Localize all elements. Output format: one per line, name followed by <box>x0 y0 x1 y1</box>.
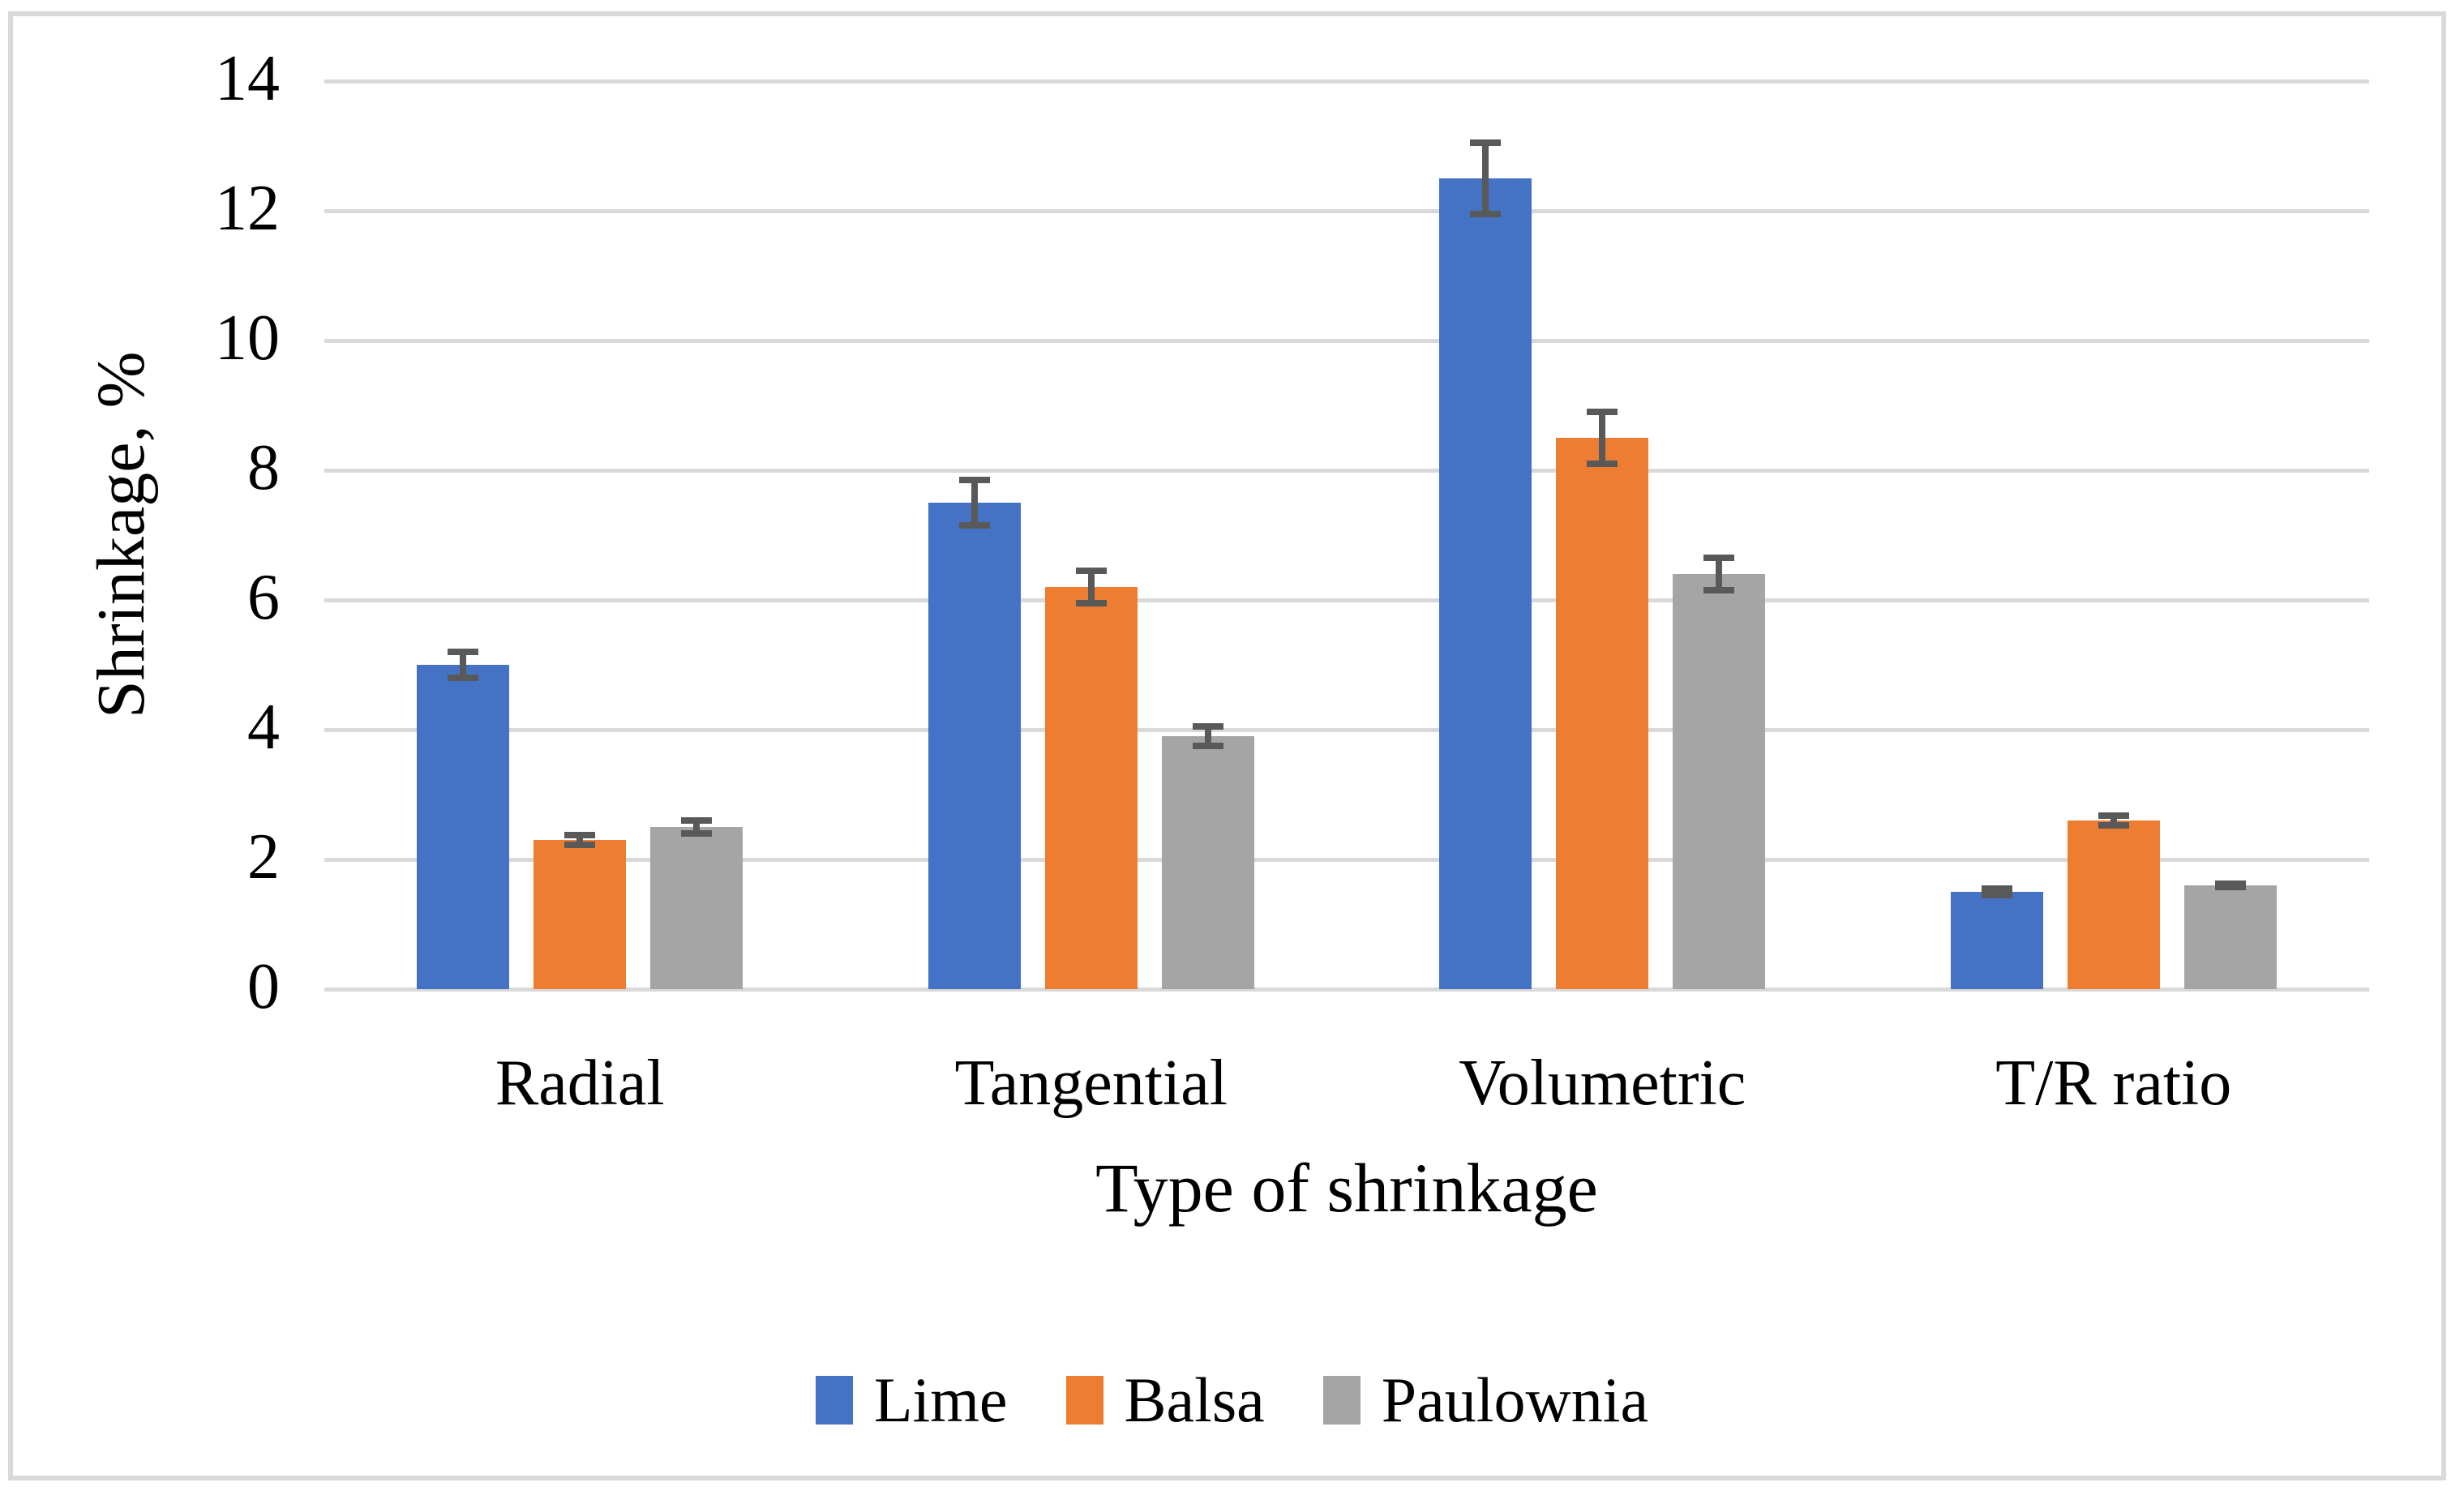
error-bar-bottom-cap <box>448 675 479 681</box>
error-bar-top-cap <box>1075 568 1107 574</box>
error-bar-lime-t-r-ratio <box>1981 885 2012 898</box>
bar-balsa-radial <box>534 840 627 989</box>
y-tick-label-0: 0 <box>247 950 280 1022</box>
error-bar-bottom-cap <box>681 830 713 837</box>
error-bar-lime-volumetric <box>1470 139 1502 217</box>
legend-swatch-balsa <box>1065 1376 1103 1425</box>
legend-item-paulownia: Paulownia <box>1322 1365 1649 1435</box>
gridline-4 <box>324 728 2369 732</box>
error-bar-top-cap <box>1587 409 1618 415</box>
bar-balsa-volumetric <box>1556 438 1649 989</box>
plot-area <box>324 79 2369 992</box>
error-bar-line <box>460 649 467 681</box>
legend-item-lime: Lime <box>815 1365 1008 1435</box>
error-bar-line <box>1482 139 1489 217</box>
error-bar-top-cap <box>2214 880 2246 887</box>
legend-item-balsa: Balsa <box>1065 1365 1265 1435</box>
error-bar-paulownia-t-r-ratio <box>2214 880 2246 891</box>
error-bar-lime-tangential <box>958 477 990 529</box>
error-bar-balsa-tangential <box>1075 568 1107 606</box>
x-category-t-r-ratio: T/R ratio <box>1995 1048 2232 1119</box>
y-tick-label-10: 10 <box>215 302 280 374</box>
error-bar-line <box>576 832 584 848</box>
y-tick-label-14: 14 <box>215 42 280 114</box>
error-bar-bottom-cap <box>958 522 990 529</box>
error-bar-bottom-cap <box>1075 600 1107 606</box>
error-bar-bottom-cap <box>2098 822 2129 829</box>
gridline-12 <box>324 209 2369 213</box>
bar-lime-radial <box>417 665 510 989</box>
gridline-8 <box>324 469 2369 473</box>
error-bar-bottom-cap <box>1981 892 2012 898</box>
error-bar-line <box>1204 723 1211 749</box>
y-tick-label-4: 4 <box>247 691 280 763</box>
error-bar-line <box>693 817 701 837</box>
error-bar-top-cap <box>1470 139 1502 146</box>
error-bar-line <box>1087 568 1095 606</box>
gridline-6 <box>324 598 2369 602</box>
error-bar-line <box>971 477 978 529</box>
x-axis-title: Type of shrinkage <box>1095 1149 1598 1227</box>
gridline-0 <box>324 988 2369 992</box>
legend-label-lime: Lime <box>873 1365 1008 1435</box>
error-bar-paulownia-volumetric <box>1703 555 1735 593</box>
error-bar-balsa-radial <box>564 832 596 848</box>
legend-label-paulownia: Paulownia <box>1381 1365 1649 1435</box>
error-bar-top-cap <box>564 832 596 839</box>
bar-paulownia-radial <box>650 827 743 989</box>
error-bar-top-cap <box>448 649 479 655</box>
bar-balsa-t-r-ratio <box>2067 820 2160 989</box>
error-bar-lime-radial <box>448 649 479 681</box>
error-bar-bottom-cap <box>2214 884 2246 891</box>
y-tick-label-6: 6 <box>247 561 280 633</box>
error-bar-top-cap <box>681 817 713 824</box>
bar-lime-volumetric <box>1439 178 1532 989</box>
error-bar-balsa-volumetric <box>1587 409 1618 467</box>
y-tick-label-2: 2 <box>247 820 280 893</box>
gridline-14 <box>324 79 2369 84</box>
bar-paulownia-tangential <box>1161 736 1254 989</box>
error-bar-line <box>1716 555 1723 593</box>
error-bar-paulownia-radial <box>681 817 713 837</box>
bar-balsa-tangential <box>1044 587 1138 989</box>
legend-label-balsa: Balsa <box>1124 1365 1265 1435</box>
bar-lime-t-r-ratio <box>1950 892 2043 989</box>
x-category-volumetric: Volumetric <box>1459 1048 1746 1119</box>
bar-paulownia-volumetric <box>1673 574 1766 989</box>
error-bar-bottom-cap <box>1703 587 1735 593</box>
y-tick-label-12: 12 <box>215 172 280 244</box>
y-tick-label-8: 8 <box>247 431 280 503</box>
y-axis-tick-labels: 0 2 4 6 8 10 12 14 <box>114 46 280 1019</box>
error-bar-paulownia-tangential <box>1192 723 1223 749</box>
x-axis-category-labels: Radial Tangential Volumetric T/R ratio <box>324 1048 2369 1129</box>
error-bar-bottom-cap <box>1470 211 1502 217</box>
error-bar-top-cap <box>1192 723 1223 730</box>
legend: Lime Balsa Paulownia <box>0 1364 2464 1437</box>
error-bar-line <box>2110 812 2117 829</box>
legend-swatch-lime <box>815 1376 853 1425</box>
error-bar-bottom-cap <box>564 841 596 848</box>
bar-lime-tangential <box>928 503 1021 989</box>
error-bar-bottom-cap <box>1192 743 1223 749</box>
error-bar-line <box>1599 409 1606 467</box>
error-bar-bottom-cap <box>1587 461 1618 467</box>
gridline-2 <box>324 858 2369 862</box>
error-bar-top-cap <box>1703 555 1735 561</box>
legend-swatch-paulownia <box>1322 1376 1361 1425</box>
error-bar-top-cap <box>2098 812 2129 819</box>
gridline-10 <box>324 339 2369 343</box>
error-bar-top-cap <box>1981 885 2012 892</box>
error-bar-balsa-t-r-ratio <box>2098 812 2129 829</box>
bar-paulownia-t-r-ratio <box>2183 885 2277 989</box>
x-category-radial: Radial <box>495 1048 665 1119</box>
error-bar-top-cap <box>958 477 990 483</box>
x-category-tangential: Tangential <box>954 1048 1228 1119</box>
